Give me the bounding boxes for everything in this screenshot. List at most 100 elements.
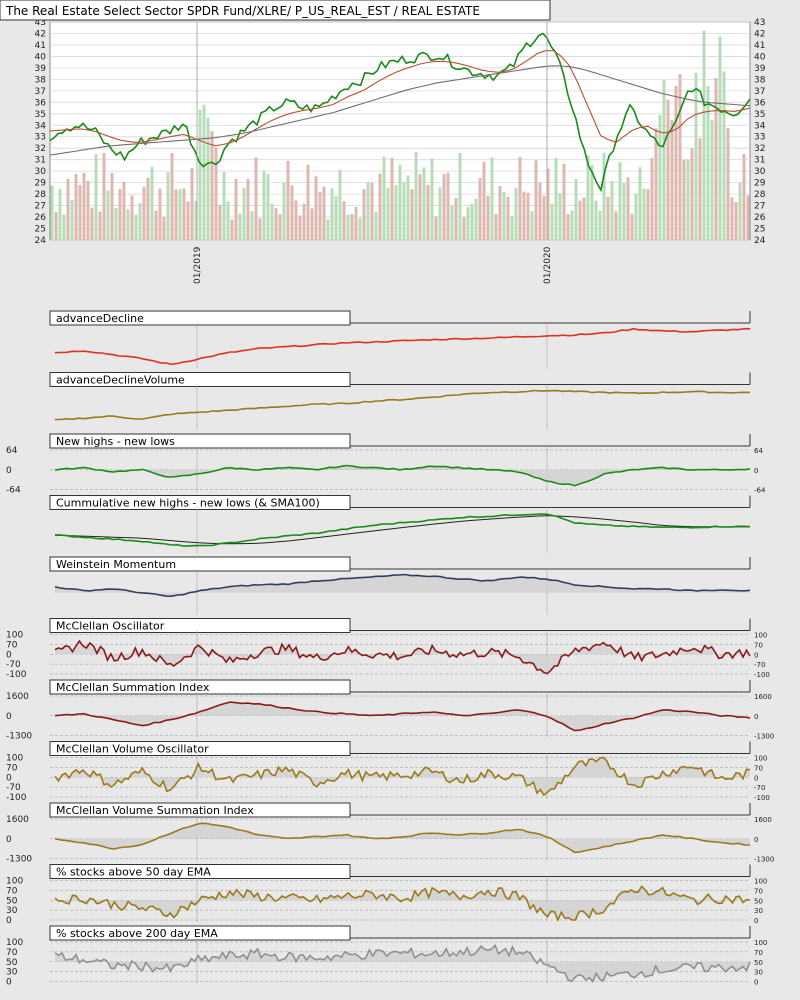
panel-right-tick: 0 bbox=[754, 774, 758, 782]
volume-bar bbox=[310, 208, 314, 240]
panel-right-tick: 0 bbox=[754, 836, 758, 844]
main-right-tick-label: 36 bbox=[754, 98, 766, 108]
volume-bar bbox=[562, 163, 566, 240]
panel-series-line bbox=[54, 944, 751, 983]
volume-bar bbox=[202, 105, 206, 241]
main-left-tick-label: 24 bbox=[35, 236, 47, 246]
volume-bar bbox=[82, 172, 86, 240]
volume-bar bbox=[74, 173, 78, 240]
volume-bar bbox=[630, 213, 634, 240]
volume-bar bbox=[522, 191, 526, 240]
volume-bar bbox=[690, 148, 694, 240]
panel-title-box bbox=[49, 925, 351, 941]
panel-series-line bbox=[54, 327, 751, 366]
volume-bar bbox=[586, 155, 590, 240]
volume-bar bbox=[166, 172, 170, 240]
volume-bar bbox=[662, 80, 666, 241]
volume-bar bbox=[134, 214, 138, 240]
main-left-tick-label: 31 bbox=[35, 156, 46, 166]
volume-bar bbox=[538, 182, 542, 240]
volume-bar bbox=[110, 172, 114, 240]
panel-left-tick: -70 bbox=[6, 660, 21, 670]
panel-series-line bbox=[54, 573, 751, 598]
main-right-tick-label: 32 bbox=[754, 144, 765, 154]
panel-left-tick: 0 bbox=[6, 916, 12, 926]
panel-sma-line bbox=[54, 515, 750, 545]
main-left-tick-label: 34 bbox=[35, 121, 47, 131]
panel-title-box bbox=[49, 679, 351, 695]
volume-bar bbox=[414, 151, 418, 240]
volume-bar bbox=[154, 210, 158, 240]
main-left-tick-label: 28 bbox=[35, 190, 47, 200]
main-left-tick-label: 37 bbox=[35, 87, 46, 97]
volume-bar bbox=[250, 211, 254, 240]
panel-series-line bbox=[54, 464, 751, 487]
volume-bar bbox=[262, 170, 266, 240]
volume-bar bbox=[150, 166, 154, 240]
main-left-tick-label: 29 bbox=[35, 179, 47, 189]
volume-bar bbox=[114, 208, 118, 240]
volume-bar bbox=[218, 204, 222, 240]
volume-bar bbox=[502, 191, 506, 240]
volume-bar bbox=[746, 195, 750, 240]
panel-series-line bbox=[55, 389, 751, 421]
main-right-tick-label: 42 bbox=[754, 29, 765, 39]
volume-bar bbox=[738, 182, 742, 240]
panel-left-tick: -1300 bbox=[6, 855, 32, 865]
main-right-tick-label: 35 bbox=[754, 110, 765, 120]
panel-left-tick: 30 bbox=[6, 906, 18, 916]
volume-bar bbox=[490, 157, 494, 240]
volume-bar bbox=[590, 164, 594, 240]
panel-left-tick: 1600 bbox=[6, 692, 29, 702]
price-series-sma200 bbox=[49, 65, 751, 156]
volume-bar bbox=[170, 153, 174, 240]
volume-bar bbox=[602, 152, 606, 240]
panel-fill-area bbox=[55, 757, 750, 796]
panel-right-tick: -1300 bbox=[754, 856, 774, 864]
volume-bar bbox=[214, 147, 218, 240]
volume-bar bbox=[342, 201, 346, 240]
volume-bar bbox=[274, 208, 278, 240]
indicator-panel: Weinstein Momentum bbox=[49, 556, 751, 615]
volume-bar bbox=[698, 138, 702, 240]
volume-bar bbox=[326, 219, 330, 240]
main-left-tick-label: 32 bbox=[35, 144, 46, 154]
main-right-tick-label: 40 bbox=[754, 52, 766, 62]
main-x-tick-label: 01/2019 bbox=[193, 246, 203, 284]
panel-fill-area bbox=[55, 574, 750, 597]
volume-bar bbox=[462, 217, 466, 240]
volume-bar bbox=[86, 180, 90, 240]
volume-bar bbox=[394, 185, 398, 240]
main-left-tick-label: 26 bbox=[35, 213, 47, 223]
panel-right-tick: 100 bbox=[754, 878, 767, 886]
panel-left-tick: -64 bbox=[6, 486, 21, 496]
indicator-panel: advanceDeclineVolume bbox=[49, 372, 751, 430]
volume-bar bbox=[594, 200, 598, 240]
volume-bar bbox=[294, 200, 298, 240]
volume-bar bbox=[278, 214, 282, 240]
panel-right-tick: -64 bbox=[754, 487, 766, 495]
volume-bar bbox=[242, 188, 246, 240]
volume-bar bbox=[610, 181, 614, 240]
panel-right-tick: 70 bbox=[754, 949, 763, 957]
panel-left-tick: 100 bbox=[6, 938, 23, 948]
volume-bar bbox=[374, 211, 378, 240]
volume-bar bbox=[266, 173, 270, 240]
volume-bar bbox=[390, 157, 394, 240]
volume-bar bbox=[370, 183, 374, 240]
panel-right-tick: 0 bbox=[754, 467, 758, 475]
panel-left-tick: 0 bbox=[6, 978, 12, 988]
panel-right-tick: 0 bbox=[754, 979, 758, 987]
volume-bar bbox=[258, 218, 262, 240]
volume-bar bbox=[446, 172, 450, 240]
panel-right-tick: 0 bbox=[754, 917, 758, 925]
volume-bar bbox=[450, 205, 454, 240]
volume-bar bbox=[574, 178, 578, 240]
volume-bar bbox=[742, 153, 746, 240]
panel-title-box bbox=[49, 864, 351, 879]
volume-bar bbox=[402, 181, 406, 240]
volume-bar bbox=[702, 30, 706, 241]
main-right-tick-label: 25 bbox=[754, 225, 765, 235]
volume-bar bbox=[130, 195, 134, 240]
panel-right-tick: 0 bbox=[754, 651, 758, 659]
